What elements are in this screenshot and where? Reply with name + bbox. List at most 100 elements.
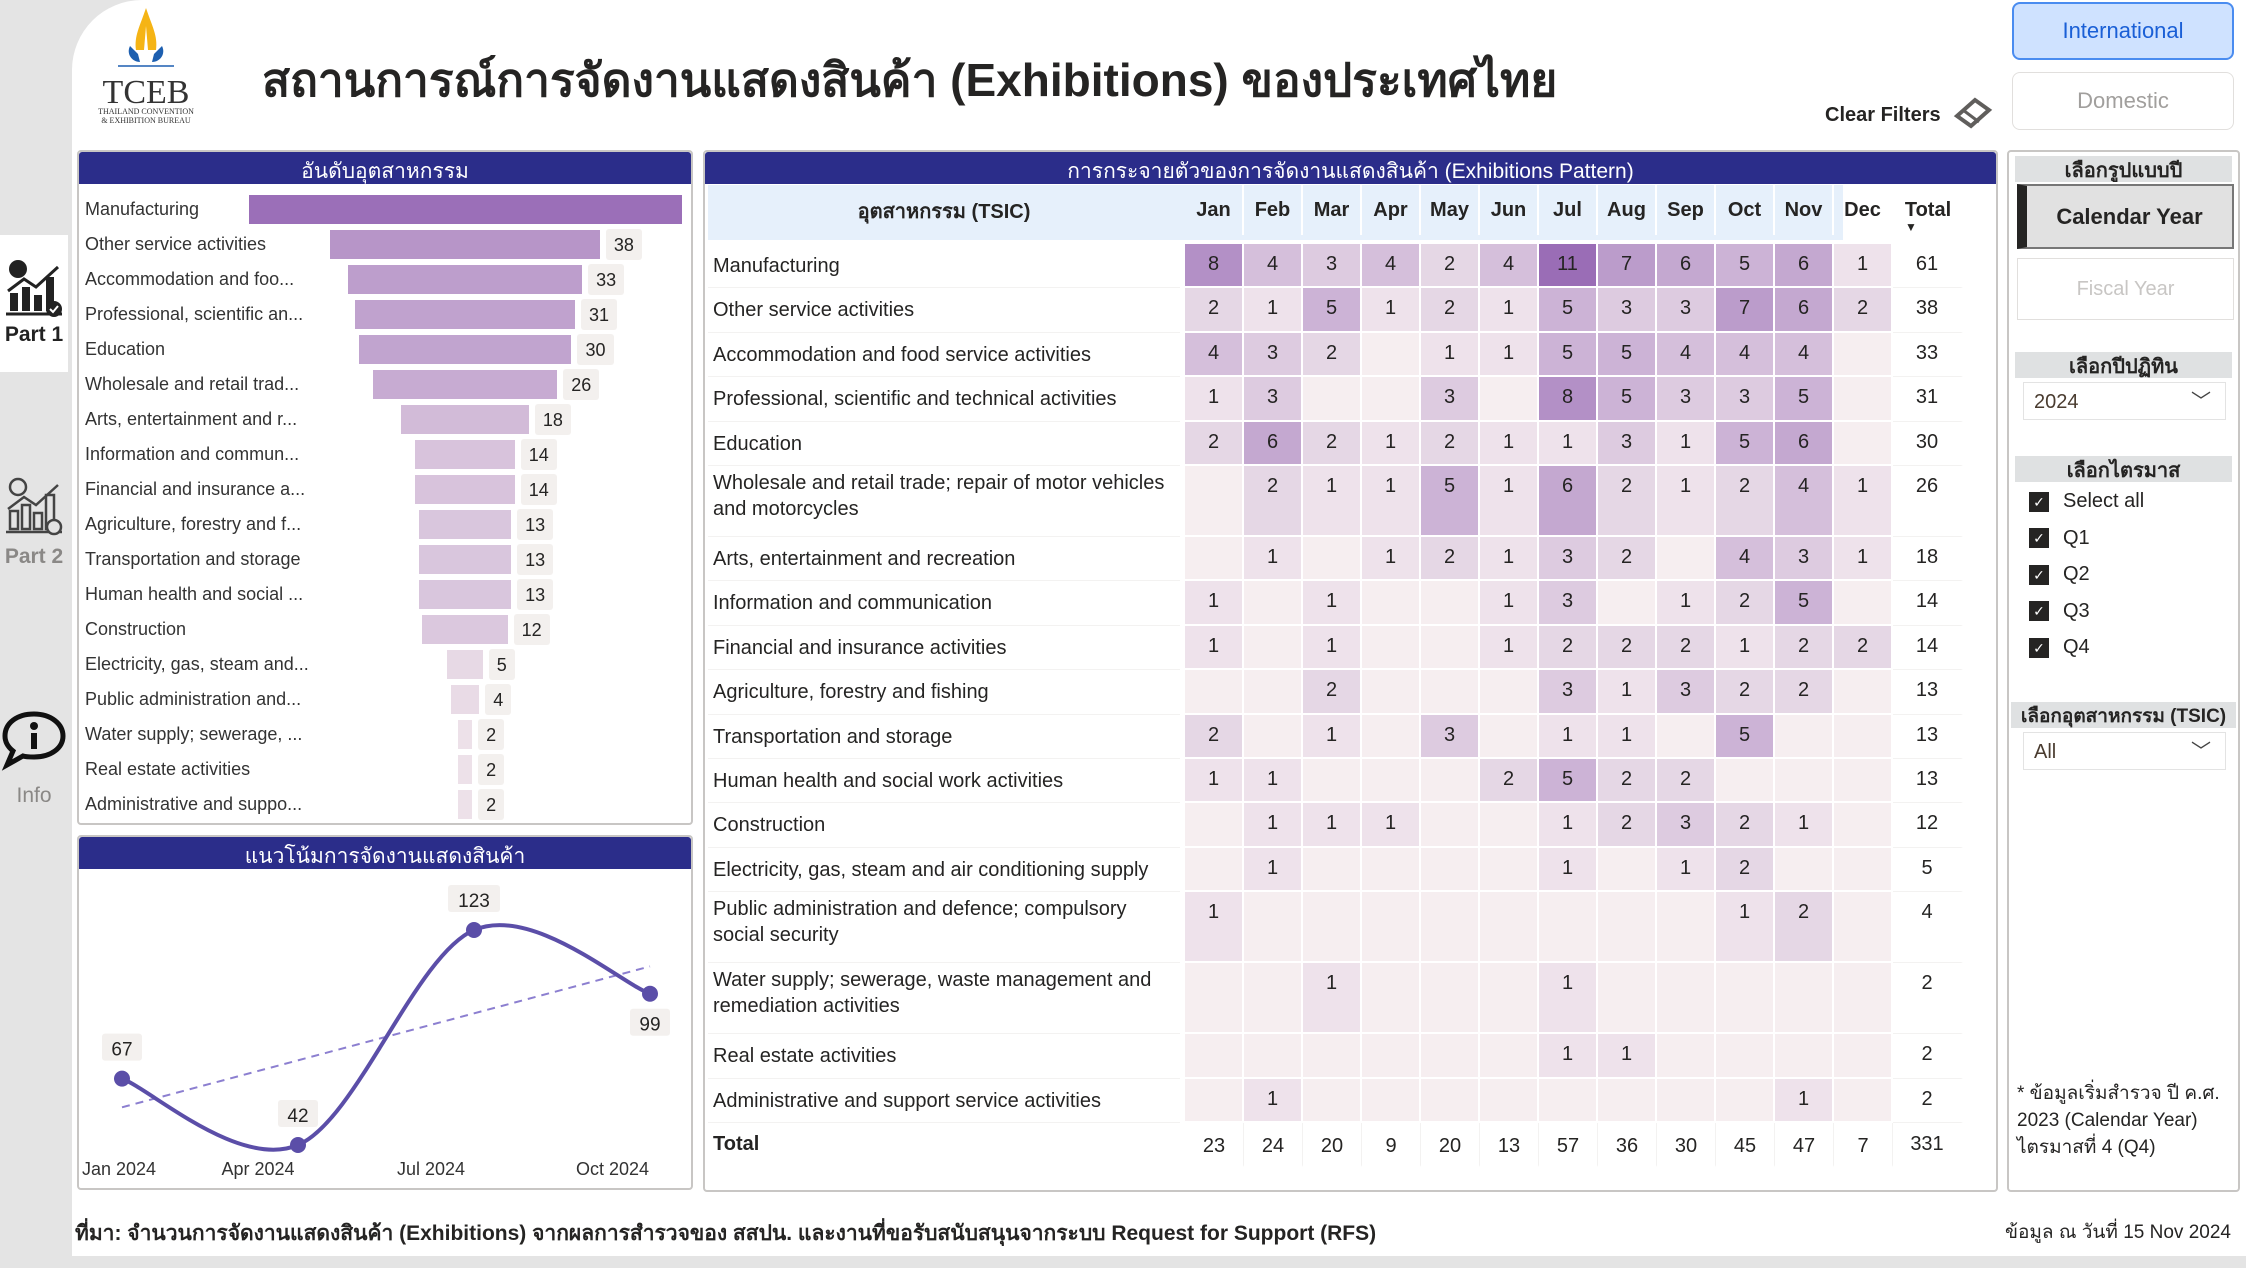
matrix-cell[interactable]	[1480, 377, 1539, 422]
matrix-cell[interactable]: 1	[1539, 1034, 1598, 1079]
matrix-cell[interactable]	[1657, 963, 1716, 1035]
funnel-bar[interactable]	[450, 685, 480, 714]
matrix-cell[interactable]: 1	[1421, 332, 1480, 378]
matrix-cell[interactable]: 5	[1598, 377, 1657, 422]
matrix-cell[interactable]	[1834, 847, 1893, 893]
matrix-cell[interactable]	[1421, 892, 1480, 964]
matrix-cell[interactable]	[1834, 1078, 1893, 1123]
matrix-cell[interactable]: 1	[1539, 714, 1598, 759]
matrix-cell[interactable]	[1716, 963, 1775, 1035]
column-header-total[interactable]: Total	[1893, 185, 1963, 235]
matrix-cell[interactable]: 11	[1539, 244, 1598, 289]
matrix-cell[interactable]	[1421, 1034, 1480, 1079]
matrix-cell[interactable]	[1421, 803, 1480, 848]
funnel-bar[interactable]	[415, 440, 515, 469]
matrix-cell[interactable]: 7	[1598, 244, 1657, 289]
matrix-cell[interactable]: 2	[1716, 466, 1775, 537]
matrix-cell[interactable]	[1834, 1034, 1893, 1079]
matrix-cell[interactable]: 1	[1244, 803, 1303, 848]
matrix-cell[interactable]: 1	[1244, 847, 1303, 893]
matrix-cell[interactable]: 4	[1775, 466, 1834, 537]
matrix-cell[interactable]	[1244, 892, 1303, 964]
matrix-cell[interactable]	[1362, 1034, 1421, 1079]
column-header-month[interactable]: Dec	[1834, 185, 1893, 235]
matrix-cell[interactable]: 1	[1303, 714, 1362, 759]
matrix-cell[interactable]: 4	[1657, 332, 1716, 378]
matrix-cell[interactable]	[1185, 670, 1244, 715]
matrix-cell[interactable]	[1185, 466, 1244, 537]
matrix-cell[interactable]: 4	[1480, 244, 1539, 289]
matrix-cell[interactable]: 5	[1716, 714, 1775, 759]
matrix-cell[interactable]	[1244, 714, 1303, 759]
matrix-cell[interactable]: 1	[1598, 714, 1657, 759]
matrix-cell[interactable]	[1775, 1034, 1834, 1079]
matrix-cell[interactable]: 2	[1598, 759, 1657, 804]
matrix-cell[interactable]	[1421, 1078, 1480, 1123]
matrix-cell[interactable]: 4	[1244, 244, 1303, 289]
matrix-cell[interactable]	[1598, 892, 1657, 964]
matrix-cell[interactable]: 1	[1244, 537, 1303, 582]
matrix-cell[interactable]: 2	[1480, 759, 1539, 804]
matrix-cell[interactable]	[1716, 1078, 1775, 1123]
funnel-bar[interactable]	[354, 300, 576, 329]
matrix-cell[interactable]: 5	[1775, 377, 1834, 422]
column-header-month[interactable]: Jul	[1539, 185, 1598, 235]
matrix-cell[interactable]: 1	[1834, 466, 1893, 537]
matrix-cell[interactable]	[1657, 714, 1716, 759]
matrix-cell[interactable]: 2	[1598, 537, 1657, 582]
matrix-cell[interactable]: 3	[1657, 803, 1716, 848]
matrix-cell[interactable]: 3	[1657, 288, 1716, 333]
matrix-cell[interactable]: 3	[1421, 714, 1480, 759]
matrix-cell[interactable]: 1	[1244, 288, 1303, 333]
matrix-cell[interactable]: 1	[1480, 421, 1539, 466]
matrix-cell[interactable]: 5	[1539, 332, 1598, 378]
matrix-cell[interactable]: 2	[1421, 288, 1480, 333]
matrix-cell[interactable]	[1480, 670, 1539, 715]
matrix-cell[interactable]: 2	[1716, 670, 1775, 715]
matrix-cell[interactable]	[1775, 759, 1834, 804]
funnel-bar[interactable]	[418, 510, 512, 539]
funnel-bar[interactable]	[447, 650, 483, 679]
matrix-cell[interactable]: 5	[1716, 244, 1775, 289]
matrix-cell[interactable]: 3	[1598, 288, 1657, 333]
checkbox-checked-icon[interactable]: ✓	[2029, 491, 2049, 512]
matrix-cell[interactable]	[1303, 892, 1362, 964]
matrix-cell[interactable]: 1	[1657, 421, 1716, 466]
matrix-cell[interactable]	[1185, 803, 1244, 848]
matrix-cell[interactable]: 2	[1716, 803, 1775, 848]
matrix-cell[interactable]: 1	[1185, 581, 1244, 626]
matrix-cell[interactable]: 1	[1303, 466, 1362, 537]
matrix-cell[interactable]: 1	[1480, 466, 1539, 537]
matrix-cell[interactable]: 5	[1716, 421, 1775, 466]
matrix-cell[interactable]: 8	[1185, 244, 1244, 289]
checkbox-checked-icon[interactable]: ✓	[2029, 601, 2049, 622]
funnel-bar[interactable]	[457, 790, 473, 819]
column-header-month[interactable]: May	[1421, 185, 1480, 235]
domestic-toggle[interactable]: Domestic	[2012, 72, 2234, 130]
matrix-cell[interactable]: 1	[1716, 892, 1775, 964]
matrix-cell[interactable]	[1480, 963, 1539, 1035]
matrix-cell[interactable]: 1	[1775, 803, 1834, 848]
international-toggle[interactable]: International	[2012, 2, 2234, 60]
matrix-cell[interactable]	[1362, 892, 1421, 964]
matrix-cell[interactable]: 5	[1421, 466, 1480, 537]
eraser-icon[interactable]	[1953, 96, 1993, 130]
funnel-bar[interactable]	[457, 755, 473, 784]
matrix-cell[interactable]: 1	[1185, 625, 1244, 671]
matrix-cell[interactable]	[1362, 332, 1421, 378]
matrix-cell[interactable]	[1775, 847, 1834, 893]
matrix-cell[interactable]	[1834, 714, 1893, 759]
matrix-cell[interactable]: 1	[1539, 421, 1598, 466]
matrix-cell[interactable]: 3	[1657, 670, 1716, 715]
matrix-cell[interactable]: 4	[1362, 244, 1421, 289]
matrix-cell[interactable]: 1	[1598, 670, 1657, 715]
checkbox-checked-icon[interactable]: ✓	[2029, 637, 2049, 658]
matrix-cell[interactable]: 1	[1244, 1078, 1303, 1123]
matrix-cell[interactable]: 6	[1775, 288, 1834, 333]
matrix-cell[interactable]	[1598, 963, 1657, 1035]
matrix-cell[interactable]	[1421, 625, 1480, 671]
quarter-option[interactable]: ✓ Q1	[2029, 527, 2090, 553]
matrix-cell[interactable]: 2	[1598, 803, 1657, 848]
matrix-cell[interactable]: 1	[1539, 963, 1598, 1035]
matrix-cell[interactable]: 3	[1539, 670, 1598, 715]
